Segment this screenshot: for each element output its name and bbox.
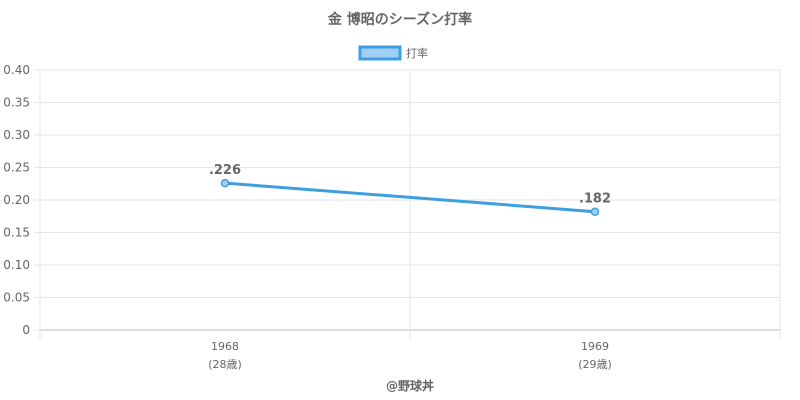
grid — [34, 69, 781, 340]
x-axis: 1968 (28歳) 1969 (29歳) — [208, 340, 612, 371]
x-tick-label: 1968 — [211, 340, 239, 353]
series-line — [224, 181, 596, 214]
y-tick-label: 0.05 — [3, 291, 30, 305]
y-tick-label: 0.20 — [3, 193, 30, 207]
legend-swatch — [358, 45, 402, 61]
x-tick-sublabel: (28歳) — [208, 358, 242, 371]
legend[interactable]: 打率 — [358, 45, 428, 61]
y-tick-label: 0 — [22, 323, 30, 337]
chart-title: 金 博昭のシーズン打率 — [327, 11, 472, 28]
y-tick-label: 0.15 — [3, 226, 30, 240]
data-point — [590, 207, 600, 216]
y-axis: 0 0.05 0.10 0.15 0.20 0.25 0.30 0.35 0.40 — [3, 63, 30, 337]
x-tick-label: 1969 — [581, 340, 609, 353]
y-tick-label: 0.30 — [3, 128, 30, 142]
y-tick-label: 0.25 — [3, 161, 30, 175]
data-label: .226 — [209, 163, 241, 178]
y-tick-label: 0.40 — [3, 63, 30, 77]
data-point — [220, 178, 230, 188]
legend-label: 打率 — [406, 46, 428, 60]
y-tick-label: 0.10 — [3, 258, 30, 272]
series-line-group: .226 .182 — [209, 163, 611, 216]
y-tick-label: 0.35 — [3, 96, 30, 110]
data-label: .182 — [579, 192, 611, 207]
credit-text: @野球丼 — [386, 378, 434, 393]
x-tick-sublabel: (29歳) — [578, 358, 612, 371]
